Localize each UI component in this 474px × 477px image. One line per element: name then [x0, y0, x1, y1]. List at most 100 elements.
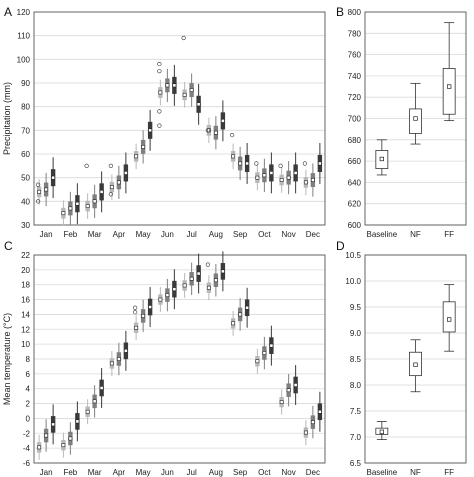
plot-frame [364, 11, 467, 226]
median-marker-baseline [134, 325, 139, 330]
y-tick-label: 10.0 [345, 277, 361, 286]
x-tick-label: FF [444, 468, 454, 477]
y-tick-label: 2 [26, 400, 31, 409]
outlier-point [157, 123, 162, 128]
y-tick-label: 780 [348, 29, 362, 38]
y-tick-label: 22 [21, 251, 30, 260]
x-tick-label: Mar [88, 468, 102, 477]
median-marker-baseline [182, 283, 187, 288]
median-marker [379, 429, 384, 434]
median-marker-ff [269, 171, 274, 175]
y-tick-label: 50 [21, 174, 30, 183]
median-marker-ff [269, 343, 274, 348]
outlier-point [181, 35, 186, 41]
median-marker [447, 84, 452, 89]
median-marker-baseline [61, 443, 66, 448]
median-marker-ff [172, 83, 177, 88]
outlier-point [157, 61, 162, 67]
outlier-point [205, 128, 210, 133]
y-tick-label: 90 [21, 79, 30, 88]
panel-D: 6.5 7.0 7.5 8.0 8.5 9.0 9.5 10.0 10.5D Baseline NF… [336, 239, 467, 477]
x-tick-label: NF [410, 230, 421, 239]
median-marker [413, 116, 418, 121]
y-tick-label: 800 [348, 8, 362, 17]
median-marker-ff [75, 419, 80, 424]
x-tick-label: Aug [209, 230, 223, 239]
x-tick-label: Jul [187, 230, 197, 239]
median-marker [379, 156, 384, 162]
outlier-point [133, 305, 138, 310]
x-tick-label: Apr [113, 468, 126, 477]
x-tick-label: Aug [209, 468, 223, 477]
y-tick-label: -4 [23, 444, 31, 453]
y-tick-label: 680 [348, 136, 362, 145]
box-iqr [409, 108, 422, 134]
outlier-point [36, 182, 41, 187]
median-marker-ff [293, 383, 298, 387]
median-marker-nf [44, 433, 49, 438]
median-marker-baseline [206, 285, 211, 290]
median-marker-ff [99, 189, 104, 194]
median-marker-ff [220, 118, 225, 123]
median-marker-ff [196, 102, 201, 107]
median-marker-nf [141, 145, 146, 149]
y-tick-label: 100 [17, 55, 31, 64]
y-tick-label: 4 [26, 385, 31, 394]
y-tick-label: 7.5 [350, 407, 362, 416]
x-tick-label: Baseline [366, 230, 397, 239]
y-tick-label: 12 [21, 325, 30, 334]
x-tick-label: Sep [233, 230, 248, 239]
outlier-point [108, 163, 113, 168]
y-tick-label: 16 [21, 296, 30, 305]
y-tick-label: -6 [23, 459, 31, 468]
x-tick-label: Feb [63, 468, 77, 477]
median-marker [413, 362, 418, 367]
x-tick-label: Oct [258, 468, 271, 477]
median-marker-ff [245, 305, 250, 310]
y-tick-label: 8.5 [350, 355, 362, 364]
y-tick-label: 10.5 [345, 251, 361, 260]
outlier-point [278, 163, 283, 168]
median-marker-baseline [37, 189, 42, 194]
y-tick-label: 120 [17, 8, 31, 17]
outlier-point [254, 161, 259, 166]
median-marker-baseline [182, 92, 187, 97]
median-marker-nf [213, 278, 218, 283]
median-marker-nf [141, 314, 146, 318]
median-marker-baseline [61, 211, 66, 216]
y-tick-label: 9.0 [350, 329, 362, 338]
outlier-point [230, 132, 235, 138]
median-marker-nf [238, 312, 243, 317]
median-marker-baseline [134, 154, 139, 159]
y-tick-label: 740 [348, 72, 362, 81]
x-tick-label: Sep [233, 468, 248, 477]
median-marker-ff [148, 305, 153, 309]
y-tick-label: 14 [21, 310, 30, 319]
median-marker [447, 317, 452, 322]
x-tick-label: Jan [40, 230, 53, 239]
x-tick-label: Jun [161, 468, 174, 477]
median-marker-ff [51, 422, 56, 427]
outlier-point [84, 163, 89, 168]
outlier-point [36, 199, 41, 204]
median-marker-nf [92, 199, 97, 204]
y-tick-label: 9.5 [350, 303, 362, 312]
x-tick-label: May [136, 468, 151, 477]
y-tick-label: 80 [21, 103, 30, 112]
y-tick-label: 760 [348, 51, 362, 60]
y-tick-label: 700 [348, 115, 362, 124]
median-marker-ff [123, 171, 128, 175]
y-tick-label: 40 [21, 197, 30, 206]
y-tick-label: -2 [23, 429, 31, 438]
x-tick-label: May [136, 230, 151, 239]
x-tick-label: Dec [306, 468, 320, 477]
median-marker-nf [262, 351, 267, 355]
box-iqr [442, 68, 456, 115]
median-marker-nf [189, 276, 194, 281]
y-tick-label: 110 [17, 32, 30, 41]
panel-A: 30 40 50 60 70 80 90 100 110 120 A Precipitation (m… [2, 5, 326, 239]
median-marker-ff [99, 386, 104, 390]
y-tick-label: 20 [21, 266, 30, 275]
median-marker-baseline [231, 154, 236, 159]
